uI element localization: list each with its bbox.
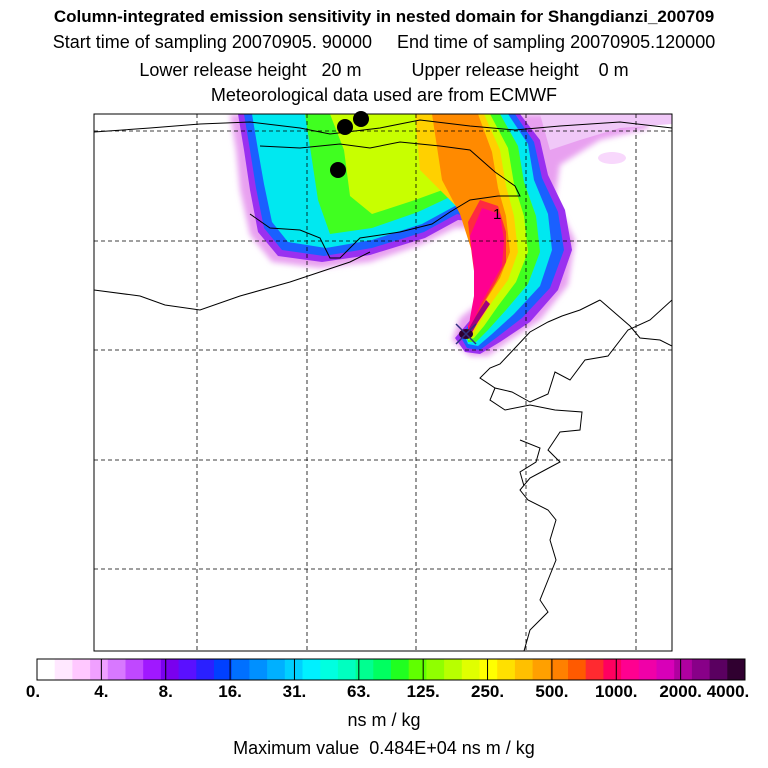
coastline-shandong — [94, 251, 371, 311]
station-marker — [337, 119, 353, 135]
plume-patch-upper-right — [540, 114, 672, 150]
colorbar-tick-label: 4. — [94, 682, 109, 701]
contour-label: 1 — [493, 206, 501, 223]
colorbar-cell — [391, 659, 410, 680]
colorbar-tick-label: 4000. — [706, 682, 750, 701]
release-point-x-icon — [455, 323, 477, 345]
colorbar-cell — [497, 659, 516, 680]
colorbar-tick-label: 16. — [218, 682, 242, 701]
colorbar-cell — [461, 659, 480, 680]
colorbar-cell — [337, 659, 357, 680]
colorbar-tick-label: 1000. — [594, 682, 638, 701]
colorbar-tick-label: 63. — [346, 682, 371, 701]
colorbar-cell — [373, 659, 392, 680]
sampling-time-line: Start time of sampling 20070905. 90000 E… — [52, 32, 716, 52]
coastline-north — [249, 141, 521, 259]
maximum-value-line: Maximum value 0.484E+04 ns m / kg — [233, 738, 535, 758]
station-marker — [330, 162, 346, 178]
grid-lines — [94, 114, 672, 651]
colorbar-cell — [656, 659, 675, 680]
map-frame — [93, 113, 673, 652]
colorbar-cell — [320, 659, 339, 680]
colorbar-cell — [532, 659, 551, 680]
colorbar-cell — [37, 659, 56, 680]
colorbar-cell — [107, 659, 126, 680]
coastline-yellow-sea — [489, 387, 583, 651]
colorbar-cell — [160, 659, 180, 680]
colorbar-cell — [284, 659, 303, 680]
colorbar-tick-label: 125. — [406, 682, 440, 701]
colorbar-cell — [90, 659, 109, 680]
colorbar-cell — [709, 659, 728, 680]
colorbar-cell — [249, 659, 268, 680]
colorbar-cell — [568, 659, 587, 680]
chart-title: Column-integrated emission sensitivity i… — [53, 7, 715, 26]
release-height-line: Lower release height 20 m Upper release … — [139, 60, 629, 80]
colorbar-tick-label: 500. — [535, 682, 569, 701]
colorbar-cell — [638, 659, 657, 680]
colorbar-tick-label: 2000. — [659, 682, 702, 701]
station-marker — [353, 111, 369, 127]
colorbar-cell — [143, 659, 162, 680]
colorbar-cell — [355, 659, 374, 680]
met-data-line: Meteorological data used are from ECMWF — [210, 85, 558, 105]
colorbar-cell — [585, 659, 604, 680]
station-markers — [330, 111, 369, 178]
colorbar-cell — [302, 659, 321, 680]
colorbar-units: ns m / kg — [347, 710, 421, 730]
coastline-bohai — [94, 119, 672, 135]
colorbar-tick-label: 0. — [25, 682, 41, 701]
colorbar-cell — [178, 659, 197, 680]
colorbar-cell — [54, 659, 73, 680]
coastline-korea-east — [599, 299, 672, 347]
coastlines — [94, 119, 672, 651]
colorbar-cell — [479, 659, 498, 680]
colorbar-cell — [727, 659, 746, 680]
colorbar-tick-label: 250. — [470, 682, 505, 701]
colorbar-cell — [550, 659, 569, 680]
colorbar-cell — [231, 659, 250, 680]
plume-patch-small — [598, 152, 626, 164]
colorbar-cell — [621, 659, 640, 680]
colorbar-cell — [691, 659, 711, 680]
colorbar-cell — [444, 659, 463, 680]
colorbar-cell — [603, 659, 622, 680]
colorbar-tick-label: 8. — [158, 682, 173, 701]
colorbar-cell — [267, 659, 286, 680]
colorbar-frame — [36, 658, 746, 681]
colorbar-cell — [426, 659, 445, 680]
colorbar-cell — [125, 659, 144, 680]
colorbar-cell — [196, 659, 215, 680]
colorbar-cell — [214, 659, 233, 680]
colorbar-cell — [408, 659, 427, 680]
colorbar-tick-label: 31. — [282, 682, 307, 701]
coastline-south-inner — [519, 439, 541, 487]
coastline-korea — [479, 299, 672, 403]
plume-band-magenta — [468, 208, 504, 334]
colorbar-cell — [674, 659, 693, 680]
colorbar-cell — [514, 659, 534, 680]
colorbar-cell — [72, 659, 91, 680]
